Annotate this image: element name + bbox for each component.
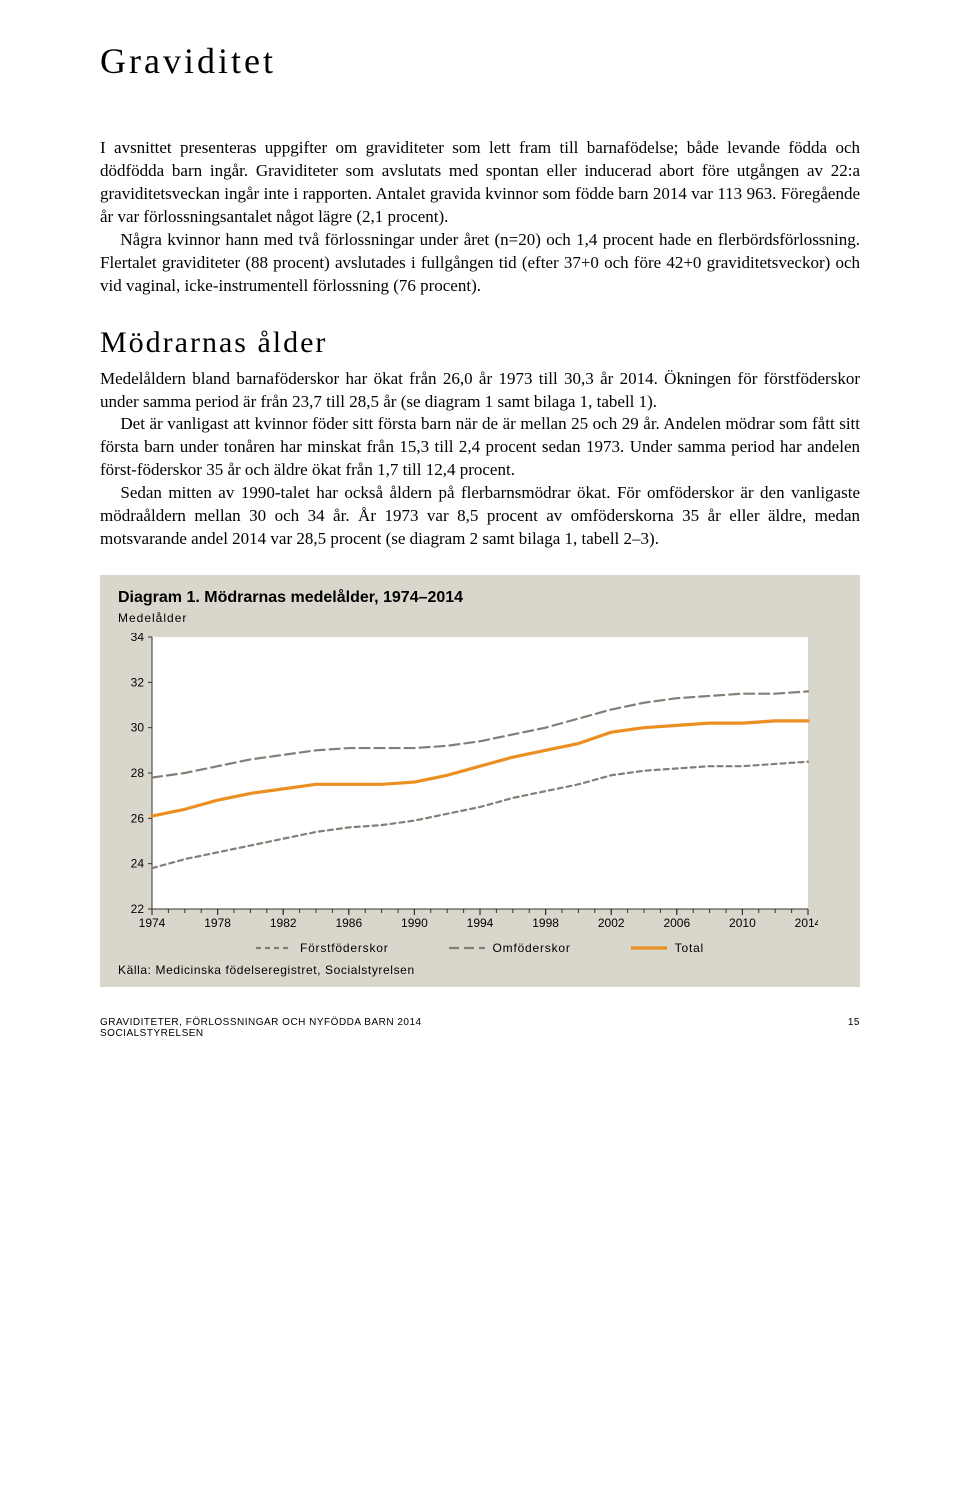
- legend-label-total: Total: [675, 941, 704, 955]
- legend-item-forstfoderskor: Förstföderskor: [256, 941, 389, 955]
- chart-plot-area: 22 24 26 28 30 32 34 1974 1978 1982 1986 1990 1994 19…: [118, 633, 842, 933]
- diagram-1-container: Diagram 1. Mödrarnas medelålder, 1974–20…: [100, 575, 860, 987]
- svg-text:2002: 2002: [598, 916, 625, 930]
- footer-page-number: 15: [848, 1017, 860, 1039]
- page-title: Graviditet: [100, 40, 860, 82]
- svg-text:1998: 1998: [532, 916, 559, 930]
- svg-text:1982: 1982: [270, 916, 297, 930]
- svg-text:26: 26: [131, 811, 145, 825]
- section-title-mothers-age: Mödrarnas ålder: [100, 326, 860, 360]
- svg-text:1986: 1986: [335, 916, 362, 930]
- paragraph-3: Medelåldern bland barnaföderskor har öka…: [100, 368, 860, 414]
- svg-text:1990: 1990: [401, 916, 428, 930]
- svg-text:34: 34: [131, 633, 145, 644]
- svg-text:32: 32: [131, 675, 145, 689]
- page-footer: GRAVIDITETER, FÖRLOSSNINGAR OCH NYFÖDDA …: [100, 1017, 860, 1039]
- legend-label-forstfoderskor: Förstföderskor: [300, 941, 389, 955]
- svg-text:1978: 1978: [204, 916, 231, 930]
- legend-swatch-forstfoderskor: [256, 943, 292, 953]
- line-chart-svg: 22 24 26 28 30 32 34 1974 1978 1982 1986 1990 1994 19…: [118, 633, 818, 933]
- legend-label-omfoderskor: Omföderskor: [493, 941, 571, 955]
- chart-legend: Förstföderskor Omföderskor Total: [118, 941, 842, 955]
- footer-org: SOCIALSTYRELSEN: [100, 1028, 422, 1039]
- svg-text:2014: 2014: [795, 916, 818, 930]
- diagram-title: Diagram 1. Mödrarnas medelålder, 1974–20…: [118, 589, 842, 607]
- paragraph-5: Sedan mitten av 1990-talet har också åld…: [100, 482, 860, 551]
- svg-text:2010: 2010: [729, 916, 756, 930]
- legend-item-total: Total: [631, 941, 704, 955]
- legend-item-omfoderskor: Omföderskor: [449, 941, 571, 955]
- diagram-y-axis-label: Medelålder: [118, 611, 842, 625]
- svg-text:24: 24: [131, 857, 145, 871]
- legend-swatch-total: [631, 943, 667, 953]
- paragraph-2: Några kvinnor hann med två förlossningar…: [100, 229, 860, 298]
- svg-text:28: 28: [131, 766, 145, 780]
- paragraph-1: I avsnittet presenteras uppgifter om gra…: [100, 137, 860, 229]
- svg-text:1994: 1994: [467, 916, 494, 930]
- paragraph-4: Det är vanligast att kvinnor föder sitt …: [100, 413, 860, 482]
- diagram-source: Källa: Medicinska födelseregistret, Soci…: [118, 963, 842, 977]
- footer-left: GRAVIDITETER, FÖRLOSSNINGAR OCH NYFÖDDA …: [100, 1017, 422, 1039]
- svg-text:30: 30: [131, 721, 145, 735]
- svg-text:22: 22: [131, 902, 145, 916]
- legend-swatch-omfoderskor: [449, 943, 485, 953]
- svg-text:1974: 1974: [139, 916, 166, 930]
- svg-text:2006: 2006: [663, 916, 690, 930]
- footer-doc-title: GRAVIDITETER, FÖRLOSSNINGAR OCH NYFÖDDA …: [100, 1017, 422, 1028]
